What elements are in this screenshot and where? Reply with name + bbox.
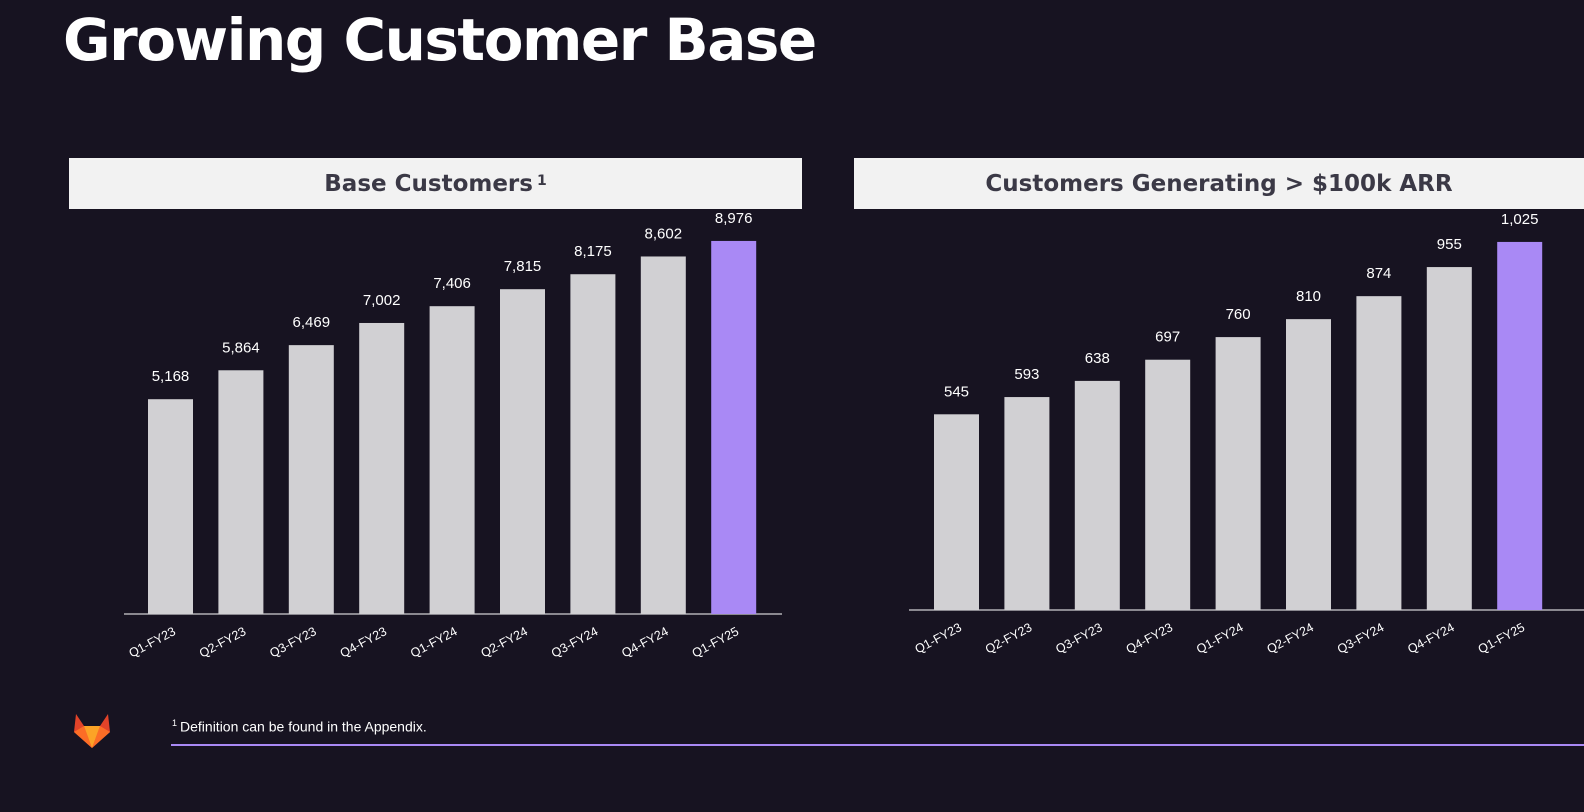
x-tick-label: Q4-FY23 xyxy=(1124,620,1175,656)
data-label: 760 xyxy=(1226,306,1251,323)
data-label: 8,175 xyxy=(574,243,612,260)
data-label: 874 xyxy=(1366,265,1391,282)
data-label: 5,864 xyxy=(222,339,260,356)
data-label: 1,025 xyxy=(1501,211,1539,228)
bar xyxy=(359,322,405,614)
base-customers-header: Base Customers 1 xyxy=(69,158,802,209)
bar xyxy=(148,399,193,614)
base-customers-chart: 5,168 Q1-FY23 5,864 Q2-FY23 6,469 Q3-FY23 7,00… xyxy=(124,210,782,660)
x-tick-label: Q1-FY25 xyxy=(1476,620,1527,656)
bar xyxy=(711,240,757,614)
bar xyxy=(1004,397,1050,610)
data-label: 955 xyxy=(1437,236,1462,253)
x-tick-label: Q4-FY23 xyxy=(338,624,389,660)
x-tick-label: Q1-FY23 xyxy=(127,624,178,660)
large-customers-chart: 545 Q1-FY23 593 Q2-FY23 638 Q3-FY23 697 Q4-FY23… xyxy=(909,211,1584,656)
x-tick-label: Q2-FY24 xyxy=(479,624,530,660)
bar xyxy=(570,274,616,614)
x-tick-label: Q3-FY24 xyxy=(1335,620,1386,656)
x-tick-label: Q3-FY23 xyxy=(267,624,318,660)
x-tick-label: Q3-FY23 xyxy=(1053,620,1104,656)
bar xyxy=(500,289,545,614)
x-tick-label: Q4-FY24 xyxy=(1405,620,1456,656)
footnote-marker: 1 xyxy=(172,718,178,728)
x-tick-label: Q1-FY25 xyxy=(690,624,741,660)
bar xyxy=(1215,337,1261,610)
data-label: 8,602 xyxy=(645,225,683,242)
data-label: 7,815 xyxy=(504,258,542,275)
data-label: 8,976 xyxy=(715,210,753,227)
x-tick-label: Q1-FY24 xyxy=(1194,620,1245,656)
data-label: 593 xyxy=(1014,366,1039,383)
data-label: 810 xyxy=(1296,288,1321,305)
bar xyxy=(934,414,979,610)
x-tick-label: Q1-FY23 xyxy=(913,620,964,656)
footnote-text: Definition can be found in the Appendix. xyxy=(180,718,427,735)
x-tick-label: Q3-FY24 xyxy=(549,624,600,660)
bar xyxy=(1145,359,1191,610)
large-customers-header: Customers Generating > $100k ARR xyxy=(854,158,1584,209)
gitlab-fox-icon xyxy=(74,714,110,748)
footnote: 1 Definition can be found in the Appendix… xyxy=(172,718,427,735)
data-label: 545 xyxy=(944,383,969,400)
data-label: 638 xyxy=(1085,350,1110,367)
data-label: 7,002 xyxy=(363,292,401,309)
x-tick-label: Q2-FY23 xyxy=(983,620,1034,656)
base-customers-footnote-marker: 1 xyxy=(536,172,547,189)
bar xyxy=(288,345,334,614)
bar xyxy=(1074,380,1120,610)
bar xyxy=(1286,319,1331,610)
data-label: 7,406 xyxy=(433,275,471,292)
bar xyxy=(1426,267,1472,610)
bar xyxy=(640,256,686,614)
data-label: 6,469 xyxy=(293,314,331,331)
bar xyxy=(429,306,475,614)
x-tick-label: Q2-FY24 xyxy=(1265,620,1316,656)
base-customers-title: Base Customers xyxy=(324,170,533,197)
page-title: Growing Customer Base xyxy=(63,6,817,74)
data-label: 697 xyxy=(1155,329,1180,346)
x-tick-label: Q2-FY23 xyxy=(197,624,248,660)
footnote-divider xyxy=(171,744,1584,746)
bar xyxy=(1356,296,1402,610)
large-customers-title: Customers Generating > $100k ARR xyxy=(985,170,1453,197)
bar xyxy=(218,370,264,614)
x-tick-label: Q1-FY24 xyxy=(408,624,459,660)
bar xyxy=(1497,241,1543,610)
x-tick-label: Q4-FY24 xyxy=(619,624,670,660)
data-label: 5,168 xyxy=(152,368,190,385)
